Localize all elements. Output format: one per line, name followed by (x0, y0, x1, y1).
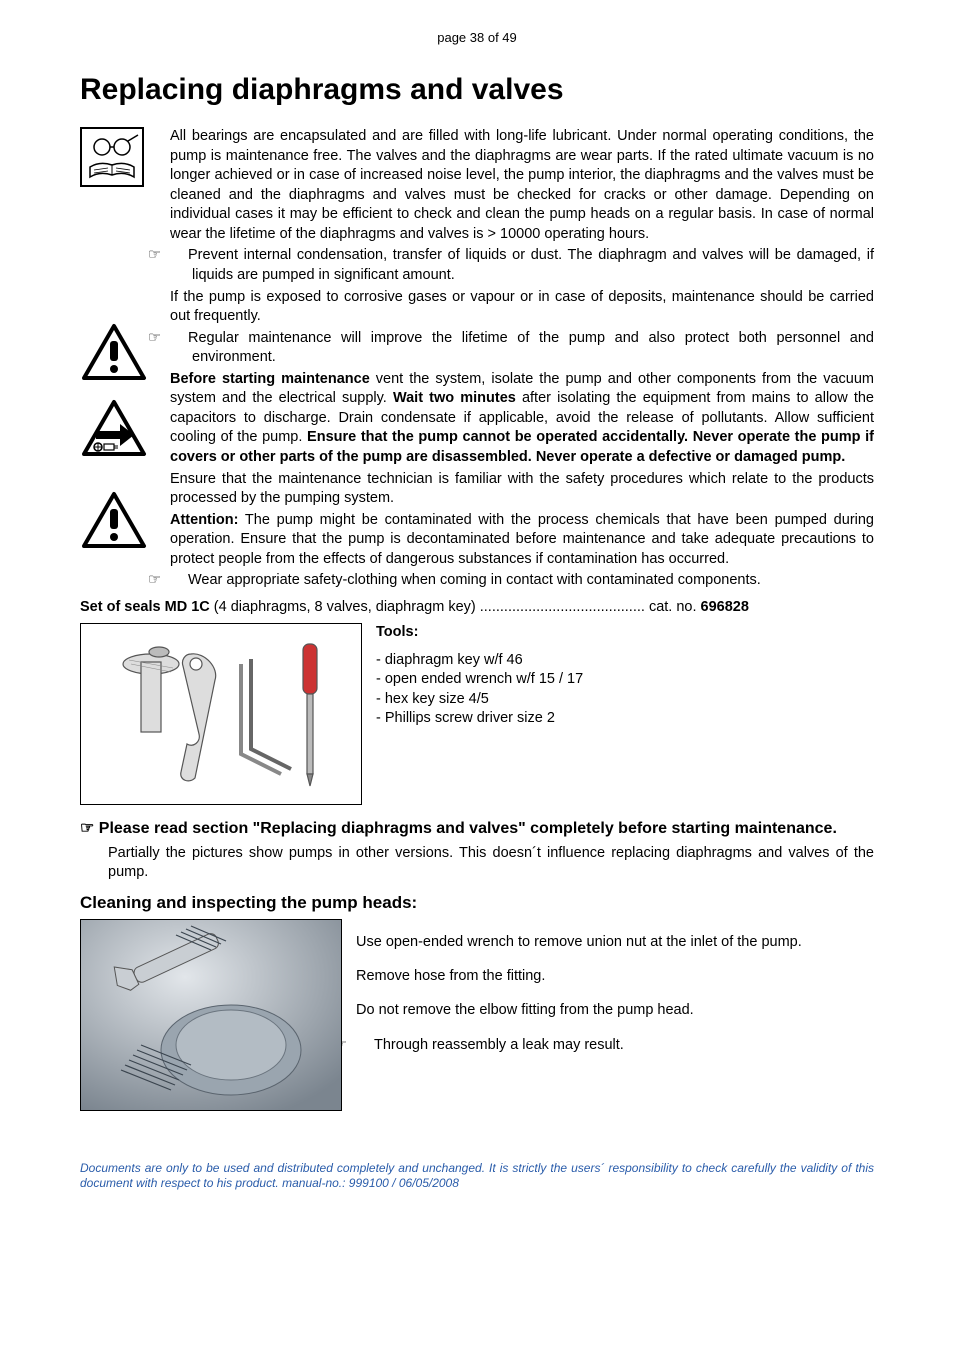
page-number: page 38 of 49 (80, 30, 874, 45)
body-paragraph: Before starting maintenance vent the sys… (170, 370, 874, 468)
tools-heading: Tools: (376, 624, 418, 640)
bullet-text: Prevent internal condensation, transfer … (188, 247, 874, 283)
body-paragraph: All bearings are encapsulated and are fi… (170, 127, 874, 244)
pump-photo (80, 919, 342, 1111)
read-manual-icon (80, 127, 170, 187)
body-paragraph: Attention: The pump might be contaminate… (170, 511, 874, 570)
body-text: The pump might be contaminated with the … (170, 512, 874, 567)
seals-line: Set of seals MD 1C (4 diaphragms, 8 valv… (80, 599, 874, 615)
bold-text: Before starting maintenance (170, 371, 370, 387)
read-section-note: ☞ Please read section "Replacing diaphra… (80, 819, 874, 840)
page-footer: Documents are only to be used and distri… (80, 1161, 874, 1191)
bullet-text: Wear appropriate safety-clothing when co… (188, 572, 761, 588)
seals-desc: (4 diaphragms, 8 valves, diaphragm key) (210, 599, 480, 615)
cleaning-paragraph: Use open-ended wrench to remove union nu… (356, 933, 874, 953)
bold-text: Attention: (170, 512, 238, 528)
tools-item: hex key size 4/5 (376, 690, 874, 710)
seals-cat-label: cat. no. (645, 599, 701, 615)
page-title: Replacing diaphragms and valves (80, 73, 874, 107)
read-section-sub: Partially the pictures show pumps in oth… (108, 844, 874, 883)
seals-label: Set of seals MD 1C (80, 599, 210, 615)
body-bullet: ☞Prevent internal condensation, transfer… (170, 246, 874, 285)
body-bullet: ☞Wear appropriate safety-clothing when c… (170, 571, 874, 591)
body-paragraph: If the pump is exposed to corrosive gase… (170, 288, 874, 327)
tools-item: diaphragm key w/f 46 (376, 651, 874, 671)
tools-item: open ended wrench w/f 15 / 17 (376, 670, 874, 690)
disconnect-power-icon (80, 399, 170, 459)
cleaning-paragraph: Do not remove the elbow fitting from the… (356, 1001, 874, 1021)
read-section-text: Please read section "Replacing diaphragm… (99, 820, 837, 837)
seals-cat-no: 696828 (701, 599, 749, 615)
tools-item: Phillips screw driver size 2 (376, 709, 874, 729)
body-paragraph: Ensure that the maintenance technician i… (170, 470, 874, 509)
cleaning-bullet: ☞Through reassembly a leak may result. (356, 1036, 874, 1056)
cleaning-heading: Cleaning and inspecting the pump heads: (80, 893, 874, 913)
tools-list: diaphragm key w/f 46 open ended wrench w… (376, 651, 874, 729)
tools-illustration (80, 623, 362, 805)
warning-icon (80, 491, 170, 551)
bullet-text: Regular maintenance will improve the lif… (188, 330, 874, 366)
bold-text: Wait two minutes (393, 390, 516, 406)
cleaning-paragraph: Remove hose from the fitting. (356, 967, 874, 987)
seals-dots: ........................................… (480, 599, 645, 615)
body-bullet: ☞Regular maintenance will improve the li… (170, 329, 874, 368)
bullet-text: Through reassembly a leak may result. (374, 1037, 624, 1053)
